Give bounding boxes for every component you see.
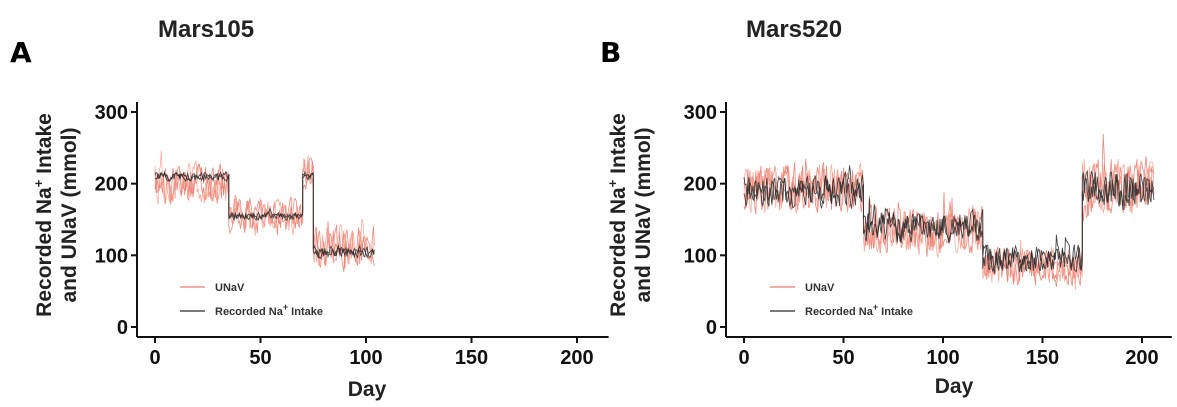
panel-a-xtick-label: 200 bbox=[560, 347, 593, 369]
panel-b-xtick-label: 50 bbox=[832, 347, 854, 369]
panel-b-xtick-label: 100 bbox=[926, 347, 959, 369]
panel-a-letter: A bbox=[10, 36, 32, 69]
panel-a-legend: UNaV Recorded Na+ Intake bbox=[180, 282, 323, 318]
panel-a-title: Mars105 bbox=[158, 16, 254, 43]
panel-a-xtick-label: 50 bbox=[249, 347, 271, 369]
panel-b-legend-unav-label: UNaV bbox=[805, 282, 835, 294]
panel-a-ytick-label: 300 bbox=[95, 102, 128, 124]
panel-b-xtick-label: 150 bbox=[1026, 347, 1059, 369]
panel-a-series-intake-line bbox=[154, 170, 375, 259]
plot-a: 0 100 200 300 0 50 100 150 200 UNaV Recorded Na+ I… bbox=[95, 102, 609, 369]
panel-a-legend-intake-label: Recorded Na+ Intake bbox=[215, 302, 323, 318]
panel-b-legend: UNaV Recorded Na+ Intake bbox=[770, 282, 913, 318]
panel-a-xtick-label: 0 bbox=[149, 347, 160, 369]
panel-b-ylabel-line1: Recorded Na+ Intake bbox=[605, 113, 630, 317]
panel-a-ytick-label: 200 bbox=[95, 174, 128, 196]
panel-a-series-unav-line bbox=[154, 150, 375, 267]
panel-b-legend-intake-label: Recorded Na+ Intake bbox=[805, 302, 913, 318]
panel-a: A Mars105 0 100 200 300 0 50 100 150 200 UNaV Reco… bbox=[10, 16, 609, 401]
panel-b-ytick-label: 200 bbox=[684, 174, 717, 196]
panel-a-ytick-label: 0 bbox=[117, 317, 128, 339]
panel-a-legend-unav-label: UNaV bbox=[215, 282, 245, 294]
panel-a-ylabel-line2: and UNaV (mmol) bbox=[58, 127, 81, 302]
panel-b-title: Mars520 bbox=[746, 16, 842, 43]
panel-a-xtick-label: 100 bbox=[349, 347, 382, 369]
panel-b-series-intake-line bbox=[743, 169, 1155, 274]
panel-b-letter: B bbox=[600, 36, 621, 69]
panel-b-ytick-label: 300 bbox=[684, 102, 717, 124]
panel-b-xtick-label: 0 bbox=[738, 347, 749, 369]
panel-b-xlabel: Day bbox=[935, 375, 974, 398]
plot-b: 0 100 200 300 0 50 100 150 200 UNaV Recorded Na+ I… bbox=[684, 102, 1172, 369]
panel-b-ytick-label: 0 bbox=[706, 317, 717, 339]
panel-a-ylabel-line1: Recorded Na+ Intake bbox=[31, 113, 56, 317]
panel-b-ylabel-line2: and UNaV (mmol) bbox=[632, 127, 655, 302]
panel-b: B Mars520 0 100 200 300 0 50 100 150 200 UNaV Reco… bbox=[600, 16, 1172, 398]
panel-a-xlabel: Day bbox=[348, 378, 387, 401]
panel-b-xtick-label: 200 bbox=[1125, 347, 1158, 369]
panel-a-ytick-label: 100 bbox=[95, 245, 128, 267]
panel-b-ytick-label: 100 bbox=[684, 245, 717, 267]
panel-a-xtick-label: 150 bbox=[455, 347, 488, 369]
